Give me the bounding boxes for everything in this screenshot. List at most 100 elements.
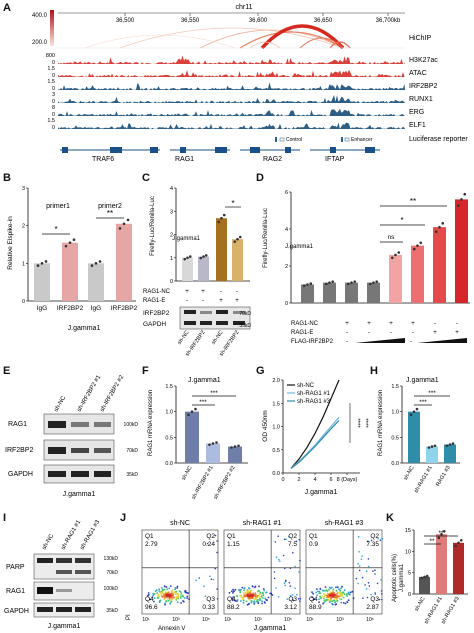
series-line [290, 416, 340, 469]
data-point [425, 574, 429, 578]
data-point [194, 407, 197, 411]
data-point [451, 442, 455, 445]
condition-mark: - [236, 288, 238, 295]
blot-row-label-gapdh: GAPDH [4, 608, 29, 615]
data-point [68, 241, 72, 244]
y-axis-label: Apoptotic cells(%) [392, 554, 398, 602]
data-point [36, 264, 40, 267]
data-point [448, 443, 452, 446]
panel-k-chart: Apoptotic cells(%) J.gamma1 0 5 10 15 ** **… [392, 528, 468, 625]
data-point [233, 240, 237, 243]
x-tick-label: 10¹ [224, 617, 232, 623]
lane-label: sh-NC [42, 533, 56, 551]
data-point [460, 198, 463, 201]
condition-mark: - [434, 320, 436, 327]
lane-label: sh-IRF2BP2 #2 [100, 374, 126, 413]
track-scale-min: 0 [52, 86, 55, 92]
y-tick-label: 0 [408, 592, 411, 598]
y-tick-label: 10 [405, 549, 411, 555]
kd-label: 100kD [104, 586, 119, 592]
lane-label: sh-RAG1 #3 [80, 519, 102, 551]
category-label: sh-IRF2BP2 #2 [213, 465, 237, 501]
series-line [290, 379, 340, 469]
panel-letter-a: A [3, 2, 11, 14]
quadrant-text: Q2 [370, 533, 379, 540]
data-point [346, 282, 350, 286]
plot-title: sh-RAG1 #1 [243, 520, 282, 527]
data-point [211, 442, 215, 445]
y-tick-label: 2.0 [272, 378, 280, 384]
data-point [98, 260, 102, 263]
data-point [208, 443, 211, 446]
y-tick-label: 4 [170, 186, 173, 192]
data-point [328, 281, 331, 284]
blot-caption: J.gamma1 [48, 623, 81, 630]
category-label: IRF2BP2 [57, 305, 84, 312]
data-point [416, 244, 419, 247]
y-tick-label: 0 [285, 301, 288, 307]
track-label: H3K27ac [409, 57, 438, 64]
series-line [290, 420, 340, 469]
category-label: sh-NC [181, 465, 194, 482]
panel-letter-j: J [120, 512, 127, 524]
y-axis-label: RAG1 mRNA expression [378, 390, 384, 456]
x-tick-label: 10¹ [142, 617, 150, 623]
plot-title: sh-RAG1 #3 [325, 520, 364, 527]
gene-label-rag2: RAG2 [263, 156, 282, 163]
blot-bands [37, 558, 91, 612]
x-axis-label: J.gamma1 [305, 489, 338, 496]
x-tick-label: 10³ [336, 617, 344, 623]
data-point [463, 192, 467, 196]
legend-label: sh-RAG1 #1 [297, 391, 331, 397]
data-point [368, 282, 372, 286]
data-point [433, 444, 437, 448]
bar [453, 542, 464, 594]
data-point [72, 238, 76, 241]
kd-label: 70kD [239, 311, 251, 317]
sig-marker: *** [210, 390, 218, 397]
panel-b-chart: Relative Elspike-in 0 1 2 3 primer1 primer2… [7, 186, 138, 332]
category-label: IgG [91, 305, 101, 312]
data-point [220, 216, 223, 220]
data-point [222, 213, 226, 217]
y-tick-label: 15 [405, 528, 411, 534]
x-axis-label: Annexin V [158, 626, 185, 632]
condition-mark: + [185, 288, 189, 295]
quadrant-text: 2.87 [366, 604, 379, 611]
legend-label: sh-NC [297, 383, 315, 389]
y-tick-label: 2 [285, 264, 288, 270]
bar [34, 263, 50, 301]
x-tick-label: 10¹ [306, 617, 314, 623]
data-point [204, 254, 208, 257]
data-point [350, 281, 353, 284]
panel-letter-k: K [386, 512, 394, 524]
quadrant-text: Q1 [227, 533, 236, 540]
tick-label: 36,550 [181, 18, 200, 24]
group-label-primer2: primer2 [98, 203, 122, 210]
condition-mark: + [201, 288, 205, 295]
chart-title: J.gamma1 [172, 236, 201, 242]
data-point [188, 255, 192, 258]
sig-marker: ** [429, 538, 435, 545]
track-label: RUNX1 [409, 96, 433, 103]
data-point [423, 575, 426, 579]
track-signal [58, 55, 405, 64]
gradient-mark: - [346, 339, 348, 345]
lane-label: sh-RAG1 #1 [61, 519, 83, 551]
data-point [44, 260, 48, 263]
western-blot [179, 306, 251, 330]
bar [455, 199, 468, 303]
condition-label-rag1-nc: RAG1-NC [291, 321, 319, 327]
x-tick-label: 4 [313, 477, 316, 483]
track-label: IRF2BP2 [409, 83, 438, 90]
quadrant-text: 96.6 [145, 604, 158, 611]
panel-letter-g: G [256, 365, 265, 377]
y-tick-label: 1.5 [272, 401, 280, 407]
chart-title: J.gamma1 [399, 563, 405, 592]
quadrant-text: Q4 [309, 596, 318, 603]
bar [426, 446, 438, 463]
sig-marker: ns [388, 234, 396, 241]
lane-label: sh-NC [54, 395, 68, 413]
category-label: sh-NC [414, 596, 427, 613]
